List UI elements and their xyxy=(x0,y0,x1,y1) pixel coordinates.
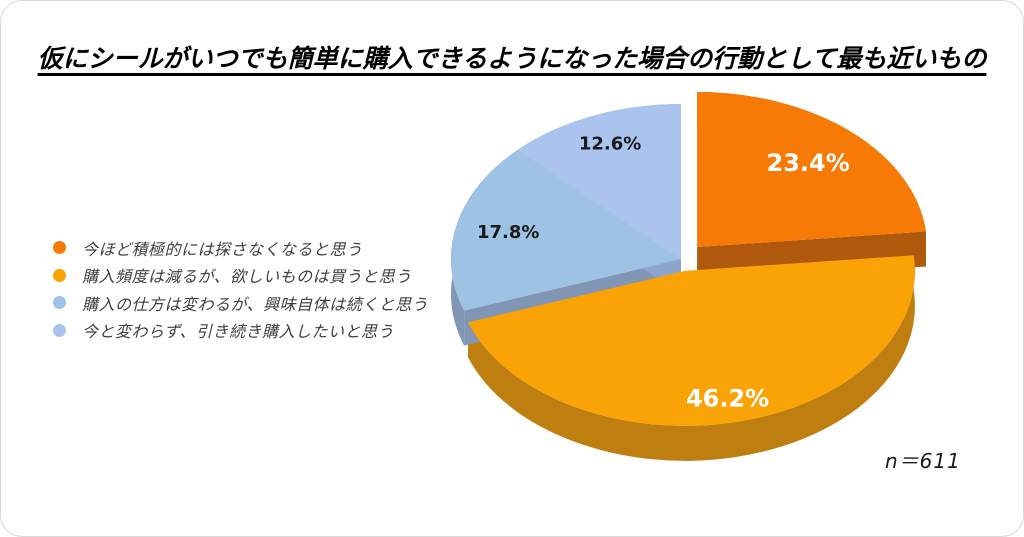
legend-item-label: 今ほど積極的には探さなくなると思う xyxy=(82,239,363,259)
legend-color-dot xyxy=(53,241,66,255)
pie-slice-labels: 23.4% 46.2% 17.8% 12.6% xyxy=(477,134,850,413)
legend-item: 購入頻度は減るが、欲しいものは買うと思う xyxy=(53,262,428,290)
pie-slice-tops xyxy=(451,92,926,426)
legend-color-dot xyxy=(53,323,66,337)
pie-slice xyxy=(468,255,915,426)
chart-legend: 今ほど積極的には探さなくなると思う購入頻度は減るが、欲しいものは買うと思う 購入の… xyxy=(53,234,428,344)
pie-data-label: 17.8% xyxy=(477,222,539,243)
legend-item-label: 購入の仕方は変わるが、興味自体は続くと思う xyxy=(82,294,429,314)
legend-item: 今ほど積極的には探さなくなると思う xyxy=(53,234,428,262)
pie-slice-side xyxy=(468,255,915,461)
chart-title: 仮にシールがいつでも簡単に購入できるようになった場合の行動として最も近いもの xyxy=(37,44,987,73)
pie-slice xyxy=(697,92,926,248)
legend-item-label: 購入頻度は減るが、欲しいものは買うと思う xyxy=(82,267,412,287)
pie-slice xyxy=(451,150,681,311)
legend-item-label: 今と変わらず、引き続き購入したいと思う xyxy=(82,322,395,342)
legend-item: 購入の仕方は変わるが、興味自体は続くと思う xyxy=(53,289,428,317)
legend-color-dot xyxy=(53,296,66,310)
pie-data-label: 23.4% xyxy=(767,149,850,177)
pie-data-label: 12.6% xyxy=(579,134,641,155)
pie-slice xyxy=(517,104,681,259)
legend-item: 今と変わらず、引き続き購入したいと思う xyxy=(53,317,428,345)
legend-color-dot xyxy=(53,268,66,282)
sample-size-label: n＝611 xyxy=(885,449,961,473)
pie-data-label: 46.2% xyxy=(686,384,769,412)
